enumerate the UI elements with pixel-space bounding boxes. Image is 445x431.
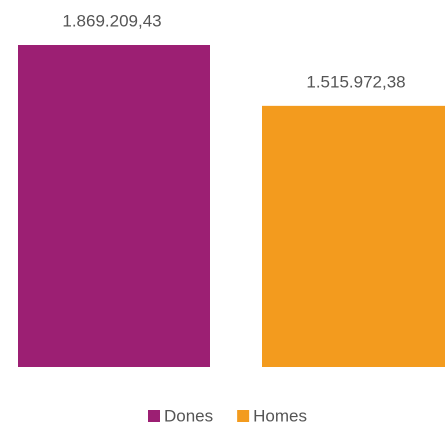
bar <box>262 105 445 368</box>
value-label: 1.515.972,38 <box>306 72 405 91</box>
legend-swatch <box>237 410 250 422</box>
bar <box>18 45 210 367</box>
value-label: 1.869.209,43 <box>62 11 161 30</box>
legend-label: Dones <box>164 406 213 425</box>
legend-swatch <box>148 410 160 422</box>
legend-label: Homes <box>253 406 307 425</box>
